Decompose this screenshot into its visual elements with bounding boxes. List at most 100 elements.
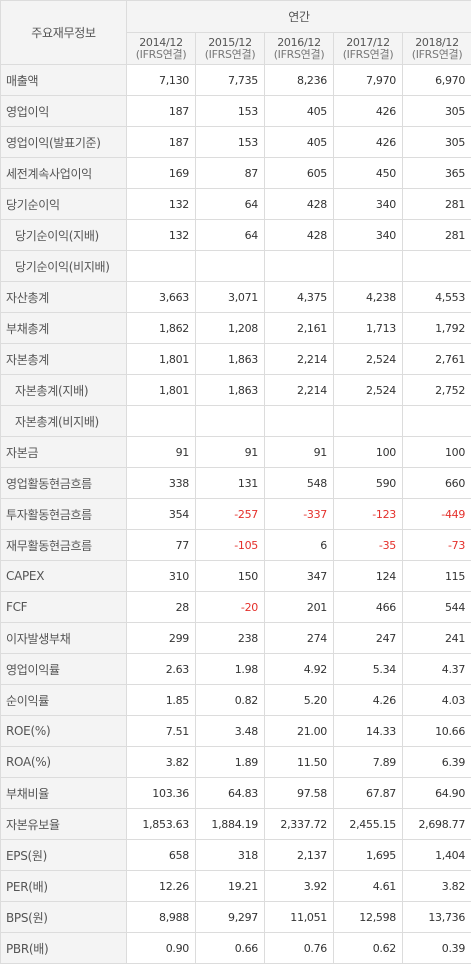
value-cell: 354 bbox=[127, 499, 196, 530]
value-cell: 153 bbox=[196, 96, 265, 127]
value-cell: 7.51 bbox=[127, 716, 196, 747]
value-cell: 2,214 bbox=[265, 375, 334, 406]
value-cell bbox=[127, 251, 196, 282]
row-label: 당기순이익 bbox=[1, 189, 127, 220]
value-cell: 1,862 bbox=[127, 313, 196, 344]
value-cell: 238 bbox=[196, 623, 265, 654]
value-cell: 187 bbox=[127, 96, 196, 127]
value-cell: 132 bbox=[127, 189, 196, 220]
value-cell: 305 bbox=[403, 127, 471, 158]
value-cell: 1,208 bbox=[196, 313, 265, 344]
table-row: 자본총계(비지배) bbox=[1, 406, 471, 437]
row-label: 영업이익(발표기준) bbox=[1, 127, 127, 158]
value-cell: 2,524 bbox=[334, 344, 403, 375]
value-cell: 64.83 bbox=[196, 778, 265, 809]
row-label: BPS(원) bbox=[1, 902, 127, 933]
value-cell: 12.26 bbox=[127, 871, 196, 902]
row-label: 당기순이익(비지배) bbox=[1, 251, 127, 282]
value-cell: 365 bbox=[403, 158, 471, 189]
value-cell: 11,051 bbox=[265, 902, 334, 933]
value-cell: 5.20 bbox=[265, 685, 334, 716]
value-cell: 12,598 bbox=[334, 902, 403, 933]
row-label: 재무활동현금흐름 bbox=[1, 530, 127, 561]
row-label: 당기순이익(지배) bbox=[1, 220, 127, 251]
value-cell bbox=[196, 406, 265, 437]
value-cell bbox=[334, 406, 403, 437]
value-cell: 5.34 bbox=[334, 654, 403, 685]
value-cell: 0.76 bbox=[265, 933, 334, 964]
value-cell: -73 bbox=[403, 530, 471, 561]
value-cell: 305 bbox=[403, 96, 471, 127]
value-cell bbox=[334, 251, 403, 282]
value-cell: 405 bbox=[265, 127, 334, 158]
value-cell: 3.48 bbox=[196, 716, 265, 747]
value-cell: 3,071 bbox=[196, 282, 265, 313]
value-cell: 6 bbox=[265, 530, 334, 561]
value-cell: -105 bbox=[196, 530, 265, 561]
value-cell: 187 bbox=[127, 127, 196, 158]
value-cell: -20 bbox=[196, 592, 265, 623]
value-cell: 3.92 bbox=[265, 871, 334, 902]
row-label: 영업이익률 bbox=[1, 654, 127, 685]
row-label: 자본총계(지배) bbox=[1, 375, 127, 406]
value-cell bbox=[403, 251, 471, 282]
value-cell: 1,853.63 bbox=[127, 809, 196, 840]
row-label: 자산총계 bbox=[1, 282, 127, 313]
value-cell: 7,970 bbox=[334, 65, 403, 96]
value-cell: 97.58 bbox=[265, 778, 334, 809]
value-cell: 428 bbox=[265, 189, 334, 220]
value-cell: 87 bbox=[196, 158, 265, 189]
value-cell: 466 bbox=[334, 592, 403, 623]
row-label: ROE(%) bbox=[1, 716, 127, 747]
value-cell: 450 bbox=[334, 158, 403, 189]
value-cell: 2,698.77 bbox=[403, 809, 471, 840]
value-cell: 2,524 bbox=[334, 375, 403, 406]
value-cell: 1.89 bbox=[196, 747, 265, 778]
row-label: PER(배) bbox=[1, 871, 127, 902]
row-label: 영업활동현금흐름 bbox=[1, 468, 127, 499]
value-cell: 1,713 bbox=[334, 313, 403, 344]
value-cell: 318 bbox=[196, 840, 265, 871]
table-header: 주요재무정보 연간 2014/12(IFRS연결)2015/12(IFRS연결)… bbox=[1, 1, 471, 65]
value-cell: -35 bbox=[334, 530, 403, 561]
value-cell: 3.82 bbox=[127, 747, 196, 778]
year-basis-label: (IFRS연결) bbox=[198, 49, 262, 61]
row-label: FCF bbox=[1, 592, 127, 623]
row-label: 순이익률 bbox=[1, 685, 127, 716]
value-cell: 28 bbox=[127, 592, 196, 623]
value-cell: 19.21 bbox=[196, 871, 265, 902]
value-cell: 6,970 bbox=[403, 65, 471, 96]
row-label: ROA(%) bbox=[1, 747, 127, 778]
value-cell: 64 bbox=[196, 189, 265, 220]
row-label: 이자발생부채 bbox=[1, 623, 127, 654]
value-cell: 428 bbox=[265, 220, 334, 251]
value-cell: 299 bbox=[127, 623, 196, 654]
value-cell: 91 bbox=[127, 437, 196, 468]
value-cell: 658 bbox=[127, 840, 196, 871]
value-cell: 1,884.19 bbox=[196, 809, 265, 840]
value-cell: 4,375 bbox=[265, 282, 334, 313]
value-cell: 2,337.72 bbox=[265, 809, 334, 840]
value-cell: 201 bbox=[265, 592, 334, 623]
year-header: 2014/12(IFRS연결) bbox=[127, 33, 196, 65]
year-basis-label: (IFRS연결) bbox=[336, 49, 400, 61]
value-cell: 100 bbox=[403, 437, 471, 468]
table-row: 당기순이익(비지배) bbox=[1, 251, 471, 282]
year-label: 2014/12 bbox=[129, 37, 193, 49]
row-label: 자본총계(비지배) bbox=[1, 406, 127, 437]
value-cell: 64.90 bbox=[403, 778, 471, 809]
year-basis-label: (IFRS연결) bbox=[129, 49, 193, 61]
value-cell: 338 bbox=[127, 468, 196, 499]
value-cell bbox=[265, 251, 334, 282]
